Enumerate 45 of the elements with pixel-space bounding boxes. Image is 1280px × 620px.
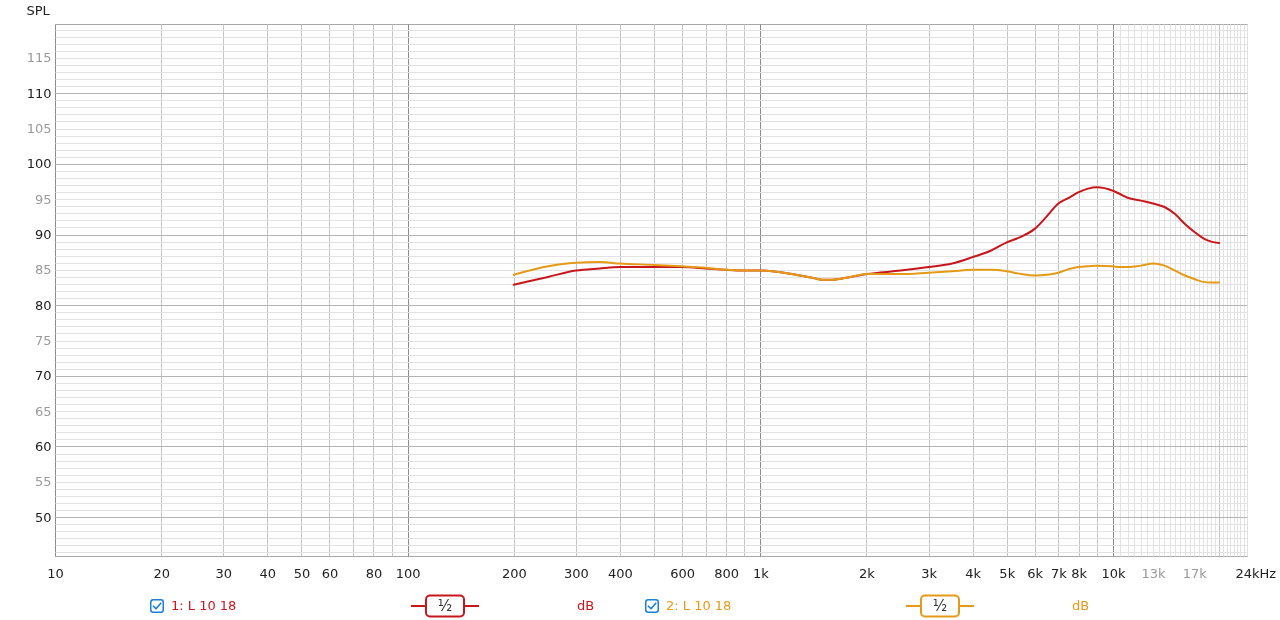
y-axis-title: SPL (26, 2, 51, 18)
y-tick-label: 75 (34, 333, 52, 349)
x-tick-label: 30 (215, 565, 233, 581)
x-tick-label: 24k (1235, 565, 1260, 581)
text: 2: L 10 18 (666, 597, 732, 615)
y-tick-label: 65 (34, 403, 52, 419)
x-tick-label: 800 (714, 565, 740, 581)
y-tick-label: 100 (26, 156, 52, 172)
y-tick-label: 50 (34, 509, 52, 525)
y-tick-label: 90 (34, 227, 52, 243)
text: dB (577, 597, 595, 615)
x-tick-label: 50 (293, 565, 311, 581)
x-tick-label: 60 (321, 565, 339, 581)
y-tick-label: 85 (34, 262, 52, 278)
x-tick-label: 10k (1101, 565, 1126, 581)
y-tick-label: 105 (26, 121, 52, 137)
x-tick-label: 13k (1141, 565, 1167, 581)
y-tick-label: 110 (26, 85, 52, 101)
x-axis-title: Hz (1259, 565, 1277, 581)
x-tick-label: 5k (999, 565, 1016, 581)
text: dB (1072, 597, 1090, 615)
y-tick-label: 95 (34, 191, 52, 207)
x-tick-label: 300 (563, 565, 589, 581)
x-tick-label: 400 (608, 565, 633, 581)
x-tick-label: 2k (859, 565, 876, 581)
y-tick-label: 80 (34, 297, 52, 313)
y-tick-label: 115 (26, 50, 52, 66)
x-tick-label: 10 (47, 565, 64, 581)
x-tick-label: 40 (259, 565, 277, 581)
x-tick-label: 7k (1050, 565, 1068, 581)
y-tick-label: 55 (34, 474, 52, 490)
y-tick-label: 60 (34, 438, 52, 454)
x-tick-label: 8k (1071, 565, 1088, 581)
x-tick-label: 3k (921, 565, 938, 581)
x-tick-label: 80 (365, 565, 383, 581)
x-tick-label: 100 (395, 565, 421, 581)
y-tick-label: 70 (34, 368, 52, 384)
x-tick-label: 1k (752, 565, 770, 581)
x-tick-label: 6k (1027, 565, 1044, 581)
text: 1: L 10 18 (171, 597, 237, 615)
x-tick-label: 4k (965, 565, 982, 581)
x-tick-label: 600 (670, 565, 695, 581)
x-tick-label: 200 (501, 565, 527, 581)
x-tick-label: 20 (153, 565, 170, 581)
x-tick-label: 17k (1182, 565, 1208, 581)
